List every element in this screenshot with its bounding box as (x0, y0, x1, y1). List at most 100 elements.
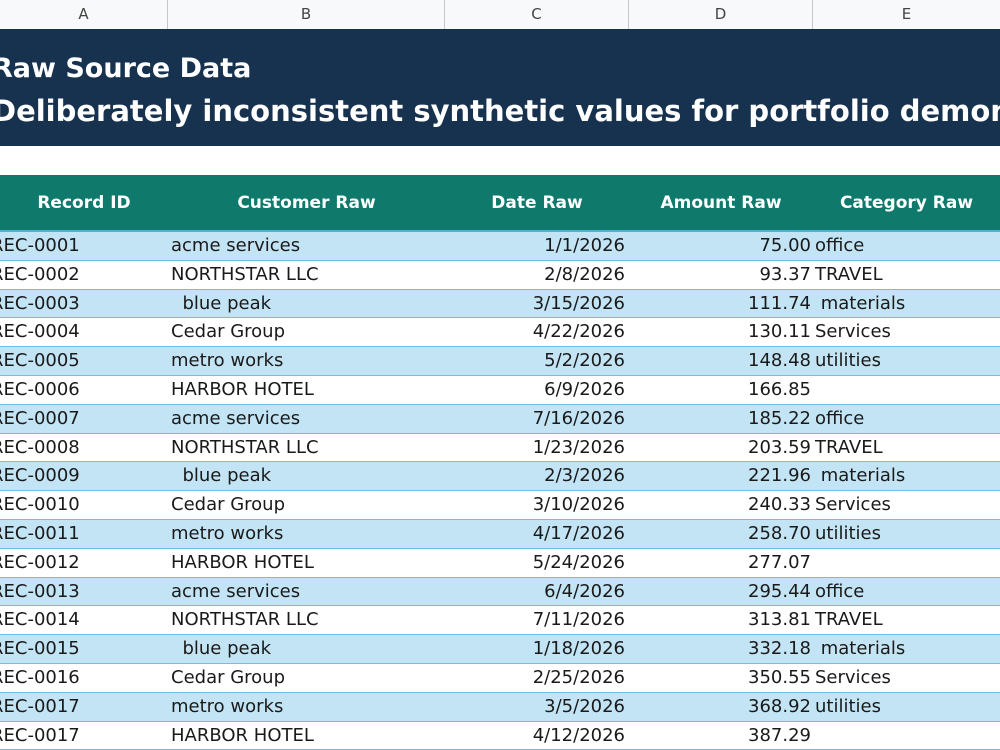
date-cell[interactable]: 5/2/2026 (544, 350, 625, 372)
category-cell[interactable]: Services (815, 666, 891, 688)
header-amount-raw[interactable]: Amount Raw (660, 193, 782, 213)
category-cell[interactable]: utilities (815, 350, 881, 372)
date-cell[interactable]: 3/15/2026 (532, 292, 625, 314)
date-cell[interactable]: 7/16/2026 (532, 407, 625, 429)
category-cell[interactable]: TRAVEL (815, 263, 883, 285)
category-cell[interactable] (813, 376, 1000, 404)
column-header-c[interactable]: C (445, 0, 629, 29)
customer-cell[interactable]: Cedar Group (171, 321, 286, 343)
date-cell[interactable]: 4/12/2026 (532, 724, 625, 746)
category-cell[interactable]: TRAVEL (815, 436, 883, 458)
record-id-cell[interactable]: REC-0010 (0, 494, 80, 516)
date-cell[interactable]: 3/5/2026 (544, 695, 625, 717)
customer-cell[interactable]: blue peak (171, 292, 272, 314)
record-id-cell[interactable]: REC-0016 (0, 666, 80, 688)
amount-cell[interactable]: 185.22 (748, 407, 811, 429)
date-cell[interactable]: 2/3/2026 (544, 465, 625, 487)
title-banner[interactable]: Raw Source Data Deliberately inconsisten… (0, 29, 1000, 146)
date-cell[interactable]: 2/8/2026 (544, 263, 625, 285)
amount-cell[interactable]: 203.59 (748, 436, 811, 458)
category-cell[interactable]: Services (815, 494, 891, 516)
record-id-cell[interactable]: REC-0008 (0, 436, 80, 458)
amount-cell[interactable]: 240.33 (748, 494, 811, 516)
record-id-cell[interactable]: REC-0014 (0, 609, 80, 631)
record-id-cell[interactable]: REC-0005 (0, 350, 80, 372)
amount-cell[interactable]: 295.44 (748, 580, 811, 602)
category-cell[interactable]: TRAVEL (815, 609, 883, 631)
record-id-cell[interactable]: REC-0006 (0, 378, 80, 400)
date-cell[interactable]: 4/17/2026 (532, 522, 625, 544)
customer-cell[interactable]: acme services (171, 407, 301, 429)
record-id-cell[interactable]: REC-0007 (0, 407, 80, 429)
amount-cell[interactable]: 350.55 (748, 666, 811, 688)
header-category-raw[interactable]: Category Raw (839, 193, 974, 213)
category-cell[interactable]: office (815, 235, 865, 256)
customer-cell[interactable]: NORTHSTAR LLC (171, 263, 319, 285)
category-cell[interactable] (813, 722, 1000, 750)
header-customer-raw[interactable]: Customer Raw (237, 193, 376, 213)
amount-cell[interactable]: 332.18 (748, 638, 811, 660)
customer-cell[interactable]: HARBOR HOTEL (171, 724, 314, 746)
date-cell[interactable]: 1/18/2026 (532, 638, 625, 660)
amount-cell[interactable]: 148.48 (748, 350, 811, 372)
amount-cell[interactable]: 368.92 (748, 695, 811, 717)
record-id-cell[interactable]: REC-0017 (0, 724, 80, 746)
date-cell[interactable]: 3/10/2026 (532, 494, 625, 516)
customer-cell[interactable]: HARBOR HOTEL (171, 551, 314, 573)
customer-cell[interactable]: Cedar Group (171, 494, 286, 516)
amount-cell[interactable]: 313.81 (748, 609, 811, 631)
record-id-cell[interactable]: REC-0011 (0, 522, 80, 544)
date-cell[interactable]: 1/1/2026 (544, 235, 625, 256)
category-cell[interactable]: materials (815, 638, 906, 660)
category-cell[interactable] (813, 549, 1000, 577)
category-cell[interactable]: utilities (815, 695, 881, 717)
record-id-cell[interactable]: REC-0012 (0, 551, 80, 573)
date-cell[interactable]: 1/23/2026 (532, 436, 625, 458)
category-cell[interactable]: office (815, 407, 865, 429)
date-cell[interactable]: 5/24/2026 (532, 551, 625, 573)
amount-cell[interactable]: 387.29 (748, 724, 811, 746)
customer-cell[interactable]: HARBOR HOTEL (171, 378, 314, 400)
record-id-cell[interactable]: REC-0017 (0, 695, 80, 717)
column-header-b[interactable]: B (168, 0, 445, 29)
column-header-d[interactable]: D (629, 0, 813, 29)
customer-cell[interactable]: metro works (171, 350, 284, 372)
record-id-cell[interactable]: REC-0001 (0, 235, 80, 256)
record-id-cell[interactable]: REC-0002 (0, 263, 80, 285)
column-header-a[interactable]: A (0, 0, 168, 29)
record-id-cell[interactable]: REC-0003 (0, 292, 80, 314)
date-cell[interactable]: 4/22/2026 (532, 321, 625, 343)
amount-cell[interactable]: 277.07 (748, 551, 811, 573)
date-cell[interactable]: 6/4/2026 (544, 580, 625, 602)
customer-cell[interactable]: metro works (171, 695, 284, 717)
amount-cell[interactable]: 258.70 (748, 522, 811, 544)
customer-cell[interactable]: metro works (171, 522, 284, 544)
category-cell[interactable]: utilities (815, 522, 881, 544)
amount-cell[interactable]: 166.85 (748, 378, 811, 400)
customer-cell[interactable]: blue peak (171, 465, 272, 487)
amount-cell[interactable]: 75.00 (759, 235, 811, 256)
date-cell[interactable]: 2/25/2026 (532, 666, 625, 688)
amount-cell[interactable]: 93.37 (759, 263, 811, 285)
date-cell[interactable]: 7/11/2026 (532, 609, 625, 631)
customer-cell[interactable]: NORTHSTAR LLC (171, 436, 319, 458)
record-id-cell[interactable]: REC-0004 (0, 321, 80, 343)
record-id-cell[interactable]: REC-0013 (0, 580, 80, 602)
header-date-raw[interactable]: Date Raw (491, 193, 583, 213)
record-id-cell[interactable]: REC-0015 (0, 638, 80, 660)
amount-cell[interactable]: 130.11 (748, 321, 811, 343)
customer-cell[interactable]: acme services (171, 235, 301, 256)
column-header-e[interactable]: E (901, 5, 912, 23)
category-cell[interactable]: office (815, 580, 865, 602)
customer-cell[interactable]: blue peak (171, 638, 272, 660)
amount-cell[interactable]: 111.74 (748, 292, 811, 314)
customer-cell[interactable]: Cedar Group (171, 666, 286, 688)
date-cell[interactable]: 6/9/2026 (544, 378, 625, 400)
header-record-id[interactable]: Record ID (37, 193, 131, 213)
record-id-cell[interactable]: REC-0009 (0, 465, 80, 487)
category-cell[interactable]: Services (815, 321, 891, 343)
customer-cell[interactable]: acme services (171, 580, 301, 602)
customer-cell[interactable]: NORTHSTAR LLC (171, 609, 319, 631)
amount-cell[interactable]: 221.96 (748, 465, 811, 487)
category-cell[interactable]: materials (815, 465, 906, 487)
